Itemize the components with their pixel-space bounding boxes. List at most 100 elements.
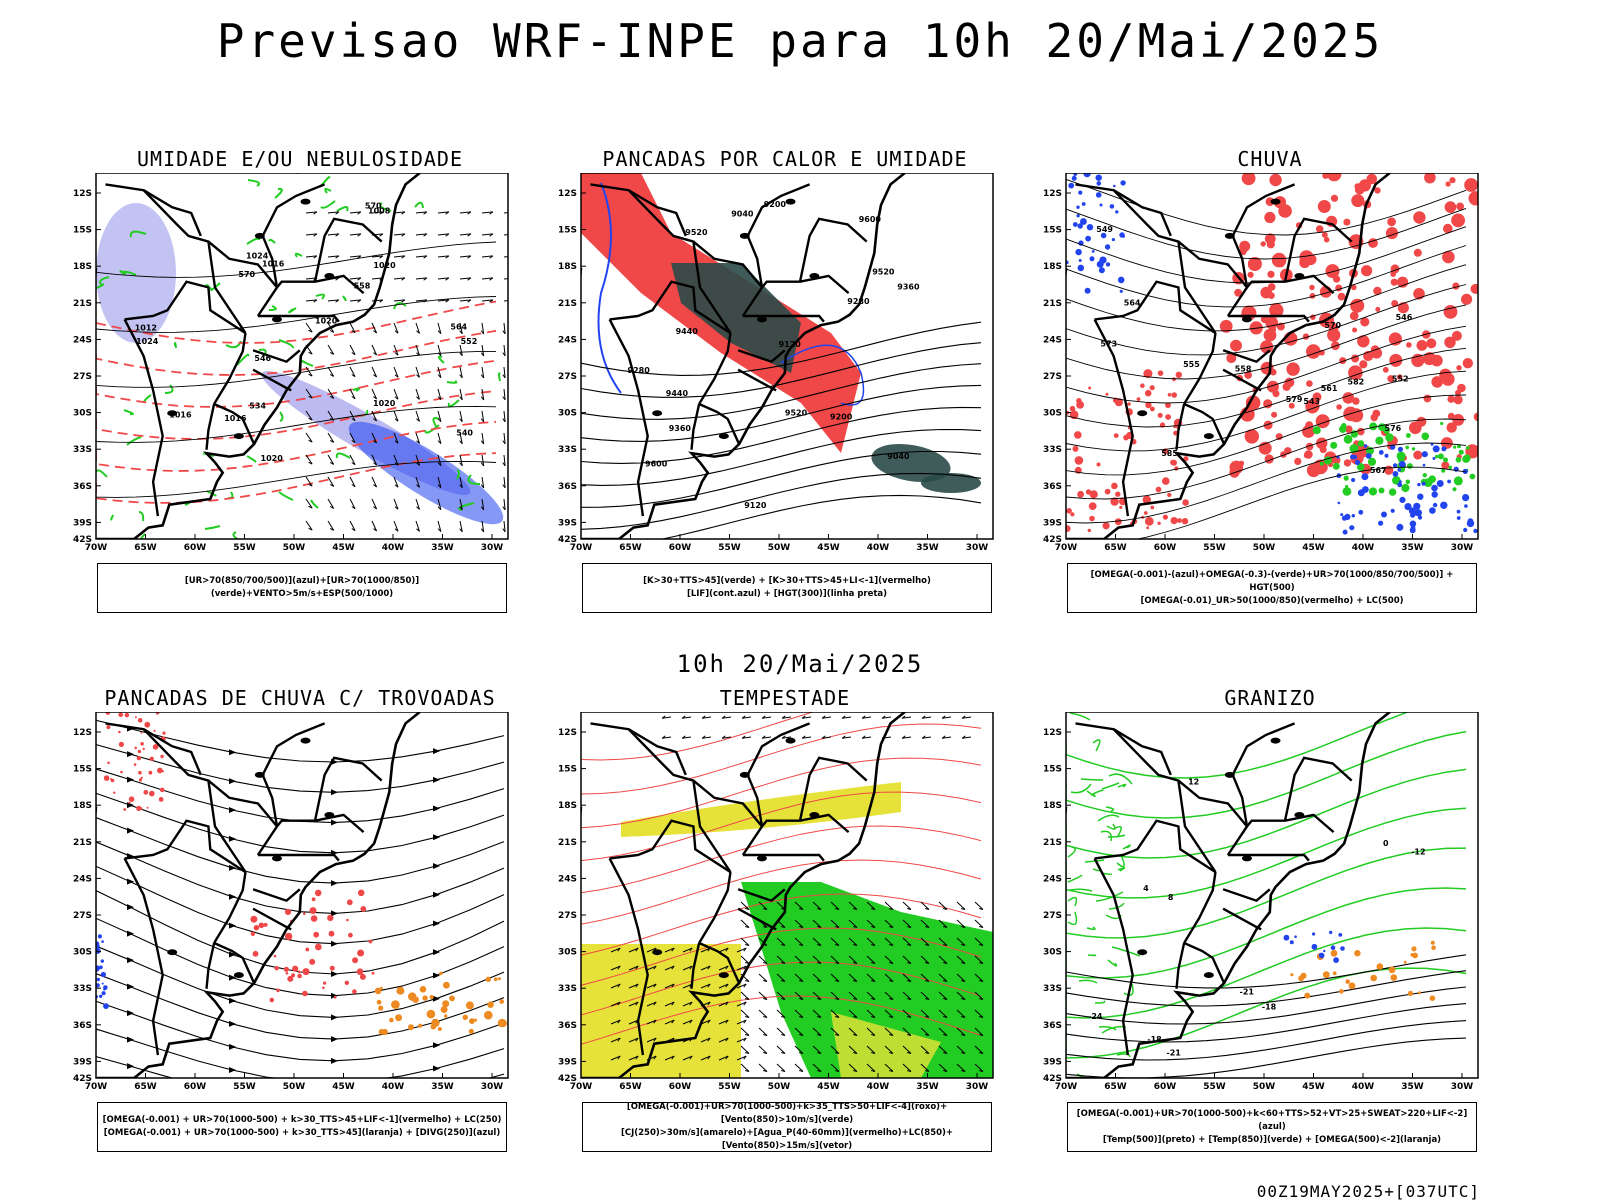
contour-label: 9120 — [744, 501, 767, 510]
lat-tick-label: 30S — [1043, 409, 1062, 419]
map-field — [581, 712, 993, 1078]
panel-pancadas-calor: PANCADAS POR CALOR E UMIDADE 9600 9600 952… — [545, 147, 1025, 627]
legend-caption: [UR>70(850/700/500)](azul)+[UR>70(1000/8… — [97, 563, 507, 613]
contour-label: 9360 — [897, 283, 920, 292]
lat-tick-label: 36S — [73, 482, 92, 492]
lat-tick-label: 24S — [558, 874, 577, 884]
lat-tick-label: 36S — [73, 1021, 92, 1031]
lon-tick-label: 55W — [718, 543, 741, 553]
lon-tick-label: 45W — [817, 1082, 840, 1092]
lon-tick-label: 35W — [431, 543, 454, 553]
map-svg: -12 -18 -21 -18 -21 -24 0 4 8 12 12S 15S 18S 21S 24S 27… — [1043, 712, 1479, 1092]
contour-label: 540 — [456, 429, 473, 438]
lat-tick-label: 12S — [73, 728, 92, 738]
lat-tick-label: 18S — [558, 262, 577, 272]
lon-tick-label: 35W — [916, 1082, 939, 1092]
contour-label: 9040 — [887, 452, 910, 461]
contour-label: 555 — [1183, 360, 1200, 369]
contour-label: -18 — [1147, 1035, 1162, 1044]
contour-label: 546 — [1396, 313, 1413, 322]
panel-title: CHUVA — [1237, 147, 1303, 171]
lon-tick-label: 30W — [966, 1082, 989, 1092]
contour-label: 4 — [1143, 884, 1149, 893]
lon-tick-label: 60W — [669, 1082, 692, 1092]
lon-tick-label: 50W — [768, 543, 791, 553]
contour-label: 9120 — [779, 340, 802, 349]
lon-tick-label: 50W — [768, 1082, 791, 1092]
lon-tick-label: 30W — [481, 1082, 504, 1092]
lon-tick-label: 70W — [570, 1082, 593, 1092]
lon-tick-label: 70W — [85, 1082, 108, 1092]
lat-tick-label: 24S — [73, 335, 92, 345]
contour-label: 9520 — [785, 409, 808, 418]
map-field: -12 -18 -21 -18 -21 -24 0 4 8 12 — [1066, 712, 1478, 1078]
lat-tick-label: 36S — [558, 1021, 577, 1031]
lat-tick-label: 21S — [73, 299, 92, 309]
lat-tick-label: 18S — [73, 262, 92, 272]
lon-tick-label: 50W — [1253, 1082, 1276, 1092]
legend-caption-line: [K>30+TTS>45](verde) + [K>30+TTS>45+LI<-… — [643, 576, 931, 586]
lat-tick-label: 12S — [1043, 728, 1062, 738]
contour-label: 9200 — [830, 413, 853, 422]
panel-title: TEMPESTADE — [719, 686, 851, 710]
lon-tick-label: 60W — [669, 543, 692, 553]
forecast-time-label: 10h 20/Mai/2025 — [676, 650, 924, 678]
lat-tick-label: 33S — [1043, 445, 1062, 455]
map-frame — [1065, 712, 1479, 1079]
lon-tick-label: 30W — [1451, 1082, 1474, 1092]
contour-label: 1016 — [224, 414, 247, 423]
lat-tick-label: 42S — [558, 1074, 577, 1084]
lon-tick-label: 70W — [1055, 1082, 1078, 1092]
main-title: Previsao WRF-INPE para 10h 20/Mai/2025 — [216, 14, 1384, 68]
lat-tick-label: 12S — [73, 189, 92, 199]
lat-tick-label: 15S — [558, 226, 577, 236]
panel-title: PANCADAS POR CALOR E UMIDADE — [602, 147, 968, 171]
legend-caption-line: [Temp(500)](preto) + [Temp(850)](verde) … — [1102, 1134, 1442, 1145]
lat-tick-label: 42S — [1043, 535, 1062, 545]
legend-caption-line: [UR>70(850/700/500)](azul)+[UR>70(1000/8… — [184, 576, 420, 599]
lon-tick-label: 40W — [867, 543, 890, 553]
lat-tick-label: 27S — [73, 372, 92, 382]
legend-caption-line: [OMEGA(-0.001) + UR>70(1000-500) + k>30_… — [103, 1128, 501, 1138]
legend-caption-line: [OMEGA(-0.001)+UR>70(1000-500)+k>35_TTS>… — [626, 1102, 948, 1125]
lat-tick-label: 12S — [558, 728, 577, 738]
contour-label: 570 — [238, 270, 255, 279]
lat-tick-label: 30S — [558, 409, 577, 419]
lat-tick-label: 39S — [73, 518, 92, 528]
legend-caption-line: [CJ(250)>30m/s](amarelo)+[Agua_P(40-60mm… — [620, 1128, 954, 1151]
run-info-label: 00Z19MAY2025+[037UTC] — [1256, 1182, 1480, 1201]
contour-label: 579 — [1286, 395, 1303, 404]
contour-label: 1020 — [373, 399, 396, 408]
contour-label: 585 — [1161, 449, 1178, 458]
contour-label: 564 — [450, 323, 467, 332]
lon-tick-label: 45W — [332, 1082, 355, 1092]
lon-tick-label: 55W — [718, 1082, 741, 1092]
lat-tick-label: 27S — [1043, 372, 1062, 382]
lon-tick-label: 55W — [233, 543, 256, 553]
lat-tick-label: 15S — [1043, 226, 1062, 236]
map-svg: 9600 9600 9520 9520 9520 9440 9440 9360 9360 9280… — [558, 173, 994, 553]
lon-tick-label: 45W — [332, 543, 355, 553]
lat-tick-label: 21S — [1043, 299, 1062, 309]
legend-caption-line: [OMEGA(-0.01)_UR>50(1000/850)(vermelho) … — [1140, 595, 1404, 606]
lat-tick-label: 42S — [73, 535, 92, 545]
contour-label: 9360 — [669, 424, 692, 433]
lon-tick-label: 40W — [382, 1082, 405, 1092]
lat-tick-label: 18S — [1043, 262, 1062, 272]
lon-tick-label: 50W — [283, 543, 306, 553]
lon-tick-label: 65W — [619, 1082, 642, 1092]
contour-label: 1024 — [246, 251, 269, 260]
contour-label: 546 — [254, 354, 271, 363]
contour-label: 1012 — [135, 324, 157, 333]
legend-caption: [OMEGA(-0.001)+UR>70(1000-500)+k>35_TTS>… — [582, 1102, 992, 1152]
lat-tick-label: 30S — [73, 409, 92, 419]
lat-tick-label: 24S — [1043, 335, 1062, 345]
contour-label: 552 — [461, 337, 478, 346]
lon-tick-label: 50W — [283, 1082, 306, 1092]
contour-label: 0 — [1383, 839, 1389, 848]
contour-label: 570 — [1324, 321, 1341, 330]
lat-tick-label: 24S — [558, 335, 577, 345]
